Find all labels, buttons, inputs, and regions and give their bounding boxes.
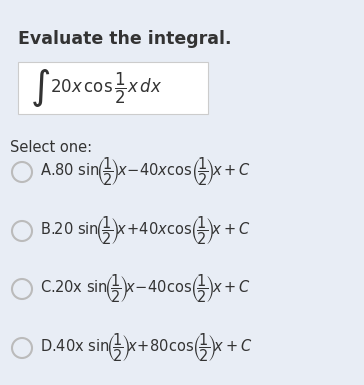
Text: B.20 sin$\!\left(\!\dfrac{1}{2}\!\right)\!x\!+\!40x\cos\!\left(\!\dfrac{1}{2}\!\: B.20 sin$\!\left(\!\dfrac{1}{2}\!\right)… bbox=[40, 215, 251, 247]
Circle shape bbox=[12, 162, 32, 182]
Text: $\int$: $\int$ bbox=[30, 67, 52, 109]
FancyBboxPatch shape bbox=[18, 62, 208, 114]
Circle shape bbox=[12, 338, 32, 358]
Text: C.20x sin$\!\left(\!\dfrac{1}{2}\!\right)\!x\!-\!40\cos\!\left(\!\dfrac{1}{2}\!\: C.20x sin$\!\left(\!\dfrac{1}{2}\!\right… bbox=[40, 273, 251, 305]
Circle shape bbox=[12, 221, 32, 241]
Text: A.80 sin$\!\left(\!\dfrac{1}{2}\!\right)\!x\!-\!40x\cos\!\left(\!\dfrac{1}{2}\!\: A.80 sin$\!\left(\!\dfrac{1}{2}\!\right)… bbox=[40, 156, 251, 188]
Text: Select one:: Select one: bbox=[10, 140, 92, 155]
Text: Evaluate the integral.: Evaluate the integral. bbox=[18, 30, 232, 48]
Circle shape bbox=[12, 279, 32, 299]
Text: $20x\,\cos\dfrac{1}{2}x\,dx$: $20x\,\cos\dfrac{1}{2}x\,dx$ bbox=[50, 70, 162, 105]
Text: D.40x sin$\!\left(\!\dfrac{1}{2}\!\right)\!x\!+\!80\cos\!\left(\!\dfrac{1}{2}\!\: D.40x sin$\!\left(\!\dfrac{1}{2}\!\right… bbox=[40, 332, 253, 364]
